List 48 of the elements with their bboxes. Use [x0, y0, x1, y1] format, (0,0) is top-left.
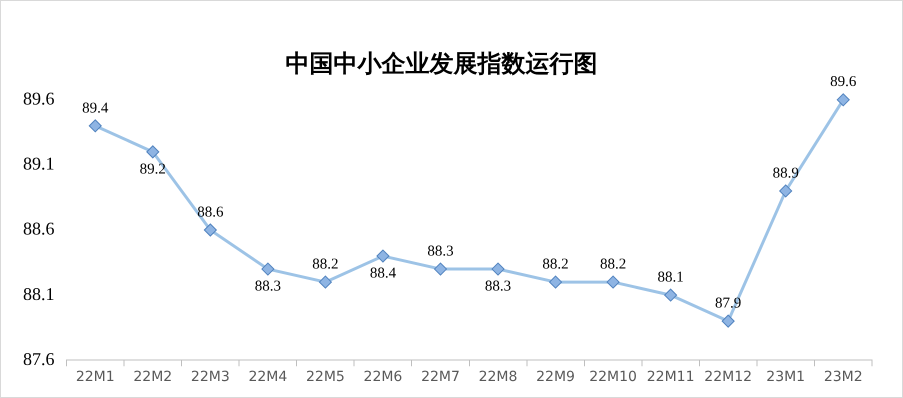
y-tick-label: 88.6 — [23, 218, 54, 239]
point — [88, 119, 102, 132]
point — [434, 262, 447, 276]
point — [204, 224, 217, 236]
x-tick-label: 22M9 — [536, 369, 575, 386]
x-tick-label: 22M7 — [421, 369, 460, 386]
data-label: 88.2 — [312, 256, 339, 273]
data-label: 88.3 — [254, 278, 281, 294]
x-tick-label: 22M3 — [190, 369, 230, 386]
point — [664, 288, 678, 302]
y-tick-label: 87.6 — [23, 348, 54, 369]
point — [606, 276, 620, 289]
point — [261, 262, 274, 276]
y-tick-label: 89.1 — [23, 154, 54, 174]
point — [146, 145, 160, 158]
data-label: 89.6 — [830, 74, 857, 90]
data-label: 88.1 — [658, 270, 684, 286]
point — [836, 93, 850, 106]
data-label: 88.6 — [197, 204, 224, 220]
data-label: 87.9 — [715, 296, 742, 312]
point — [722, 314, 735, 328]
data-label: 89.2 — [140, 161, 166, 178]
y-tick-label: 88.1 — [23, 284, 54, 304]
data-label: 89.4 — [82, 100, 109, 116]
data-label: 88.3 — [484, 278, 512, 294]
point — [779, 184, 792, 198]
chart-title: 中国中小企业发展指数运行图 — [286, 50, 598, 78]
x-tick-label: 23M2 — [824, 369, 863, 386]
data-label: 88.9 — [772, 165, 799, 182]
data-label: 88.2 — [542, 256, 569, 273]
point — [318, 276, 332, 289]
point — [492, 262, 505, 276]
x-tick-label: 22M11 — [646, 369, 694, 386]
x-tick-label: 22M8 — [478, 369, 518, 386]
x-tick-label: 22M12 — [704, 369, 752, 386]
x-tick-label: 22M6 — [364, 369, 402, 386]
data-label: 88.3 — [427, 243, 454, 260]
data-label: 88.2 — [600, 256, 626, 273]
y-tick-label: 89.6 — [23, 88, 54, 109]
x-tick-label: 23M1 — [766, 369, 806, 386]
x-tick-label: 22M2 — [133, 369, 172, 386]
x-tick-label: 22M5 — [306, 369, 345, 386]
x-tick-label: 22M4 — [248, 369, 288, 386]
point — [549, 276, 562, 289]
data-label: 88.4 — [370, 265, 397, 282]
x-tick-label: 22M10 — [589, 369, 637, 386]
x-tick-label: 22M1 — [76, 369, 115, 386]
point — [376, 250, 390, 263]
